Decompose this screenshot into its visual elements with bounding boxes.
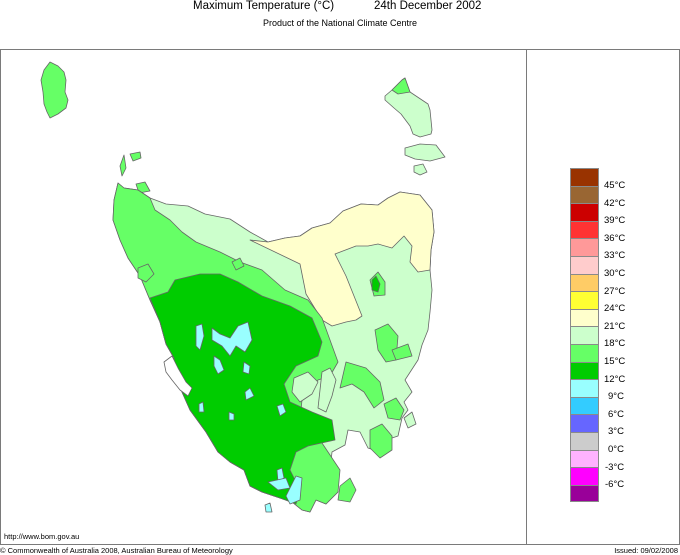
legend-swatch-21-24 bbox=[570, 308, 599, 327]
legend-label: 21°C bbox=[604, 320, 626, 332]
legend-label: 3°C bbox=[608, 426, 624, 438]
legend-swatch-42-45 bbox=[570, 185, 599, 204]
legend-swatch-15-18 bbox=[570, 343, 599, 362]
legend-label: 6°C bbox=[608, 408, 624, 420]
legend-swatch-0-3 bbox=[570, 431, 599, 450]
copyright-notice: © Commonwealth of Australia 2008, Austra… bbox=[0, 546, 233, 555]
temperature-legend bbox=[570, 168, 600, 503]
legend-label: 15°C bbox=[604, 356, 626, 367]
legend-label: 36°C bbox=[604, 232, 626, 244]
legend-swatch-6-9 bbox=[570, 396, 599, 415]
legend-divider bbox=[526, 49, 527, 544]
legend-label: 27°C bbox=[604, 285, 626, 297]
legend-swatch-minus6-minus3 bbox=[570, 467, 599, 485]
legend-label: -3°C bbox=[605, 461, 625, 473]
map-subtitle: Product of the National Climate Centre bbox=[262, 18, 418, 28]
king-island bbox=[40, 61, 69, 119]
legend-swatch-39-42 bbox=[570, 203, 599, 221]
map-header: Maximum Temperature (°C) 24th December 2… bbox=[0, 0, 680, 18]
legend-swatch-33-36 bbox=[570, 238, 599, 256]
legend-label: 18°C bbox=[604, 338, 626, 350]
legend-label: 9°C bbox=[608, 391, 624, 403]
legend-swatch-12-15 bbox=[570, 361, 599, 380]
legend-swatch-9-12 bbox=[570, 379, 599, 397]
legend-label: 45°C bbox=[604, 180, 626, 191]
legend-label: 30°C bbox=[604, 268, 626, 279]
legend-swatch-36-39 bbox=[570, 220, 599, 239]
source-url[interactable]: http://www.bom.gov.au bbox=[4, 532, 80, 541]
legend-swatch-27-30 bbox=[570, 273, 599, 292]
legend-label: 42°C bbox=[604, 197, 626, 209]
legend-label: 0°C bbox=[608, 444, 624, 455]
legend-label: 33°C bbox=[604, 250, 626, 262]
issued-date: Issued: 09/02/2008 bbox=[614, 546, 678, 555]
legend-label: 12°C bbox=[604, 373, 626, 385]
legend-swatch-30-33 bbox=[570, 255, 599, 274]
legend-swatch-45plus bbox=[570, 168, 599, 186]
map-date: 24th December 2002 bbox=[374, 0, 482, 12]
legend-label: 24°C bbox=[604, 303, 626, 315]
legend-swatch-24-27 bbox=[570, 291, 599, 309]
legend-swatch-18-21 bbox=[570, 326, 599, 344]
legend-label: -6°C bbox=[605, 479, 625, 491]
map-title: Maximum Temperature (°C) bbox=[193, 0, 335, 12]
legend-label: 39°C bbox=[604, 215, 626, 227]
legend-swatch-3-6 bbox=[570, 414, 599, 432]
legend-swatch-below-minus6 bbox=[570, 484, 599, 503]
legend-swatch-minus3-0 bbox=[570, 449, 599, 468]
